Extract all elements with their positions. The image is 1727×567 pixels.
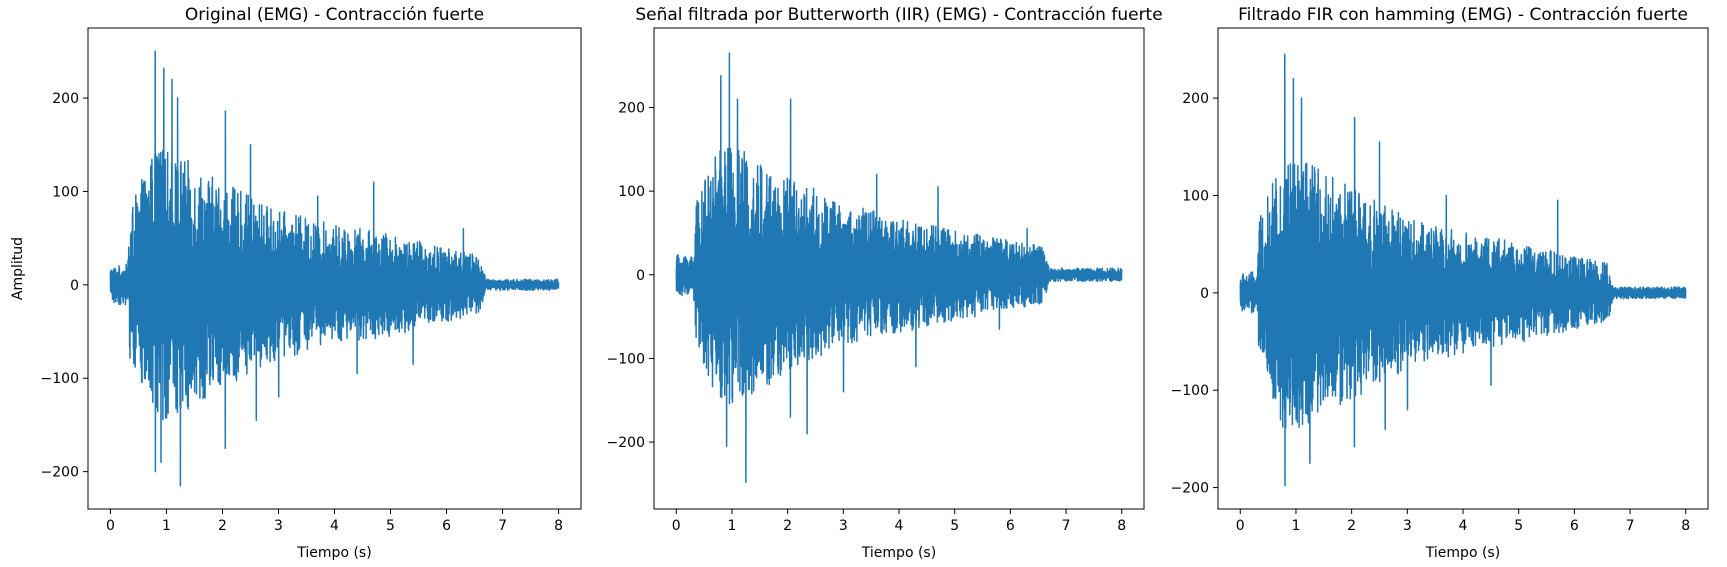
x-tick-label: 2 xyxy=(783,518,792,534)
signal-line xyxy=(675,52,1123,483)
x-tick-label: 7 xyxy=(498,518,507,534)
x-tick-label: 0 xyxy=(1236,518,1245,534)
x-tick-label: 3 xyxy=(1403,518,1412,534)
y-tick-label: −200 xyxy=(1171,481,1209,497)
x-tick-label: 5 xyxy=(1514,518,1523,534)
x-axis-label: Tiempo (s) xyxy=(861,545,936,561)
x-tick-label: 4 xyxy=(330,518,339,534)
x-tick-label: 0 xyxy=(672,518,681,534)
x-tick-label: 1 xyxy=(727,518,736,534)
y-tick-label: 100 xyxy=(52,184,79,200)
chart-panel-2: 0 1 2 3 4 5 6 7 8 −200 −100 0 100 200 Señal filtrada p… xyxy=(607,5,1163,561)
x-tick-label: 5 xyxy=(386,518,395,534)
y-tick-label: 0 xyxy=(1200,286,1209,302)
x-tick-label: 6 xyxy=(1006,518,1015,534)
chart-title: Filtrado FIR con hamming (EMG) - Contrac… xyxy=(1238,5,1688,25)
x-tick-label: 6 xyxy=(1570,518,1579,534)
x-axis-label: Tiempo (s) xyxy=(1425,545,1500,561)
x-tick-label: 1 xyxy=(1291,518,1300,534)
x-tick-label: 0 xyxy=(106,518,115,534)
y-tick-label: 200 xyxy=(52,91,79,107)
y-tick-label: 200 xyxy=(1182,91,1209,107)
signal-line xyxy=(1239,53,1687,487)
y-tick-label: −100 xyxy=(1171,383,1209,399)
x-tick-label: 8 xyxy=(1681,518,1690,534)
y-tick-label: −100 xyxy=(41,371,79,387)
y-tick-label: 0 xyxy=(636,268,645,284)
x-tick-label: 8 xyxy=(554,518,563,534)
x-tick-label: 3 xyxy=(839,518,848,534)
chart-title: Señal filtrada por Butterworth (IIR) (EM… xyxy=(635,5,1162,25)
y-tick-label: 100 xyxy=(1182,188,1209,204)
y-tick-label: 200 xyxy=(618,100,645,116)
x-tick-label: 2 xyxy=(218,518,227,534)
chart-panel-3: 0 1 2 3 4 5 6 7 8 −200 −100 0 100 200 Filtrado FIR con… xyxy=(1171,5,1709,561)
x-axis-label: Tiempo (s) xyxy=(296,545,371,561)
x-tick-label: 7 xyxy=(1062,518,1071,534)
y-tick-label: 100 xyxy=(618,184,645,200)
chart-panel-1: 0 1 2 3 4 5 6 7 8 −200 −100 0 100 200 Original (EMG) -… xyxy=(10,5,582,561)
chart-title: Original (EMG) - Contracción fuerte xyxy=(185,5,484,25)
x-tick-label: 1 xyxy=(162,518,171,534)
x-tick-label: 7 xyxy=(1626,518,1635,534)
y-tick-label: −200 xyxy=(607,435,645,451)
x-tick-label: 2 xyxy=(1347,518,1356,534)
x-tick-label: 8 xyxy=(1117,518,1126,534)
x-tick-label: 3 xyxy=(274,518,283,534)
y-tick-label: 0 xyxy=(70,278,79,294)
y-tick-label: −200 xyxy=(41,465,79,481)
signal-line xyxy=(109,50,560,487)
x-tick-label: 4 xyxy=(1459,518,1468,534)
y-tick-label: −100 xyxy=(607,351,645,367)
x-tick-label: 4 xyxy=(895,518,904,534)
x-tick-label: 5 xyxy=(950,518,959,534)
x-tick-label: 6 xyxy=(442,518,451,534)
y-axis-label: Amplitud xyxy=(10,237,26,300)
